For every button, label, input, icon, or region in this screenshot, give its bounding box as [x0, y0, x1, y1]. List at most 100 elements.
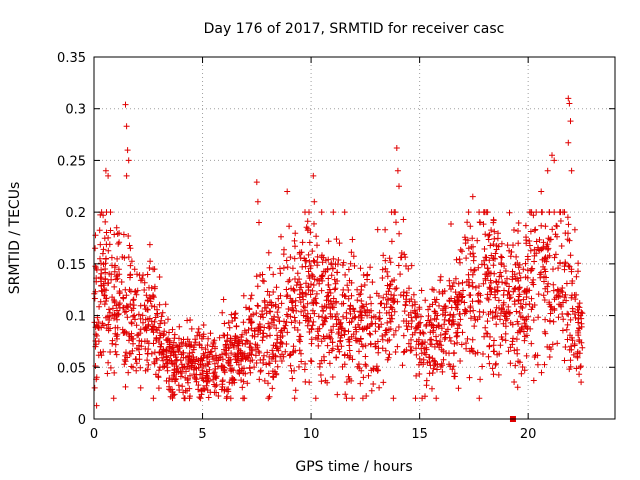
data-point [329, 374, 336, 380]
data-point [427, 317, 434, 323]
data-point [266, 323, 273, 330]
data-point [232, 310, 239, 317]
data-point [551, 254, 558, 261]
data-point [329, 339, 336, 346]
data-point [423, 377, 430, 384]
data-point [440, 348, 447, 355]
data-point [437, 338, 444, 345]
data-point [358, 314, 365, 321]
data-point [486, 360, 493, 367]
data-point [456, 322, 463, 329]
data-point [289, 307, 296, 314]
data-point [104, 313, 111, 320]
data-point [552, 231, 559, 238]
data-point [172, 376, 179, 383]
data-point [551, 157, 558, 164]
data-point [426, 303, 433, 310]
data-point [438, 325, 445, 332]
data-point [531, 252, 538, 259]
data-point [575, 303, 582, 310]
data-point [431, 362, 438, 369]
data-point [524, 253, 531, 260]
data-point [107, 349, 114, 355]
data-point [206, 351, 213, 358]
data-point [559, 285, 566, 291]
data-point [105, 327, 112, 334]
data-point [315, 342, 322, 349]
data-point [207, 389, 214, 396]
data-point [490, 241, 497, 248]
data-point [278, 300, 285, 307]
data-point [515, 264, 522, 271]
data-point [486, 257, 493, 264]
data-point [459, 279, 466, 286]
data-point [264, 288, 271, 295]
data-point [296, 336, 303, 343]
data-point [457, 246, 464, 253]
data-point [294, 327, 301, 333]
data-point [357, 380, 364, 387]
data-point [374, 367, 381, 374]
data-point [560, 299, 566, 306]
data-point [260, 356, 267, 363]
data-point [126, 337, 132, 344]
data-point [193, 356, 200, 362]
data-point [514, 329, 521, 336]
data-point [476, 395, 483, 402]
data-point [568, 334, 575, 341]
data-point [313, 290, 320, 297]
x-tick-label: 10 [303, 427, 320, 442]
data-point [556, 301, 563, 308]
data-point [265, 395, 272, 402]
data-point [98, 287, 105, 294]
data-point [207, 349, 214, 356]
data-point [325, 256, 332, 263]
data-point [549, 226, 556, 233]
data-point [411, 329, 418, 336]
data-point [379, 275, 386, 281]
data-point [426, 354, 432, 361]
data-point [433, 324, 440, 331]
data-point [145, 340, 152, 347]
data-point [434, 366, 440, 373]
data-point [123, 123, 130, 130]
data-point [118, 279, 125, 285]
data-point [130, 297, 137, 304]
data-point [166, 341, 173, 348]
data-point [268, 315, 275, 322]
data-point [345, 287, 352, 293]
data-point [253, 310, 260, 317]
data-point [416, 306, 423, 313]
data-point [547, 310, 554, 317]
data-point [459, 294, 466, 301]
data-point [280, 265, 287, 271]
data-point [470, 250, 476, 257]
data-point [393, 219, 399, 226]
data-point [273, 325, 280, 332]
data-point [501, 287, 507, 294]
data-point [484, 265, 491, 272]
data-point [493, 304, 500, 311]
data-point [566, 346, 573, 353]
data-point [116, 290, 123, 297]
data-point [162, 301, 169, 308]
data-point [531, 227, 538, 234]
data-point [198, 388, 205, 395]
data-point [154, 310, 161, 317]
data-point [569, 305, 576, 312]
data-point [171, 367, 178, 374]
data-point [202, 346, 209, 353]
data-point [311, 220, 317, 227]
data-point [408, 262, 415, 269]
data-point [486, 286, 493, 293]
data-point [166, 386, 172, 393]
data-point [417, 329, 423, 336]
data-point [304, 227, 311, 234]
data-point [210, 370, 217, 377]
data-point [509, 268, 516, 275]
data-point [523, 352, 530, 359]
data-point [133, 322, 140, 329]
data-point [239, 384, 246, 391]
data-point [240, 292, 247, 299]
data-point [535, 314, 542, 321]
